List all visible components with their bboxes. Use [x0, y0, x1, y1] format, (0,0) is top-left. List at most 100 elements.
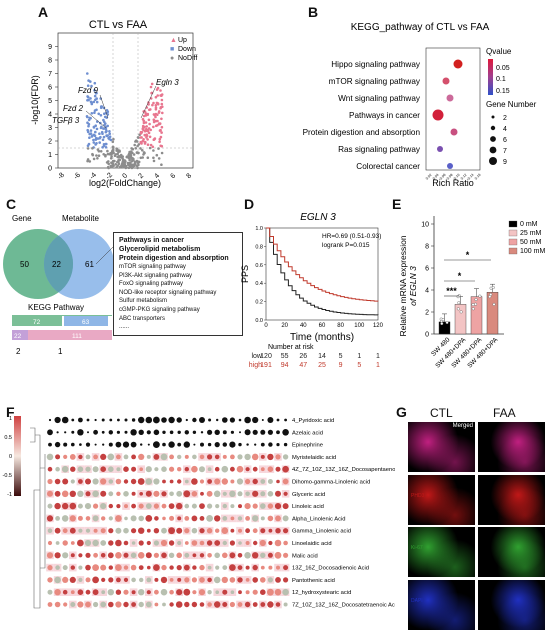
a-point	[109, 164, 113, 168]
f-dot	[146, 454, 151, 459]
f-dot	[160, 453, 168, 461]
gene-number-legend: 2 4 6 7 9	[489, 115, 507, 166]
f-dot	[92, 564, 99, 571]
f-dot	[282, 465, 289, 473]
a-point	[108, 132, 111, 135]
f-dot	[138, 527, 145, 534]
f-dot	[92, 515, 99, 522]
panel-b-dotplot: KEGG_pathway of CTL vs FAA Hippo signali…	[303, 22, 537, 188]
f-dot	[62, 540, 68, 546]
panel-d-km: EGLN 3 0.00.20.40.60.81.0 0 20 40 60 80 100 12…	[240, 212, 384, 369]
f-row-label: 4_Pyridoxic acid	[292, 418, 334, 424]
a-point	[128, 150, 131, 154]
f-dot	[145, 490, 152, 497]
a-point	[105, 116, 108, 119]
f-dot	[116, 577, 121, 583]
risk-value: 5	[339, 353, 343, 360]
panel-e-bars: Relative mRNA expression of EGLN 3 0 2 4 6 8…	[398, 216, 545, 370]
f-dot	[62, 576, 69, 583]
f-dot	[176, 502, 183, 510]
f-dot	[145, 466, 152, 473]
a-point	[124, 165, 128, 168]
f-dot	[206, 515, 214, 522]
f-scale-tick: 1	[9, 416, 12, 422]
panel-g-letter: G	[396, 404, 407, 420]
f-dot	[184, 503, 190, 509]
a-point	[102, 127, 105, 130]
e-ytick: 4	[425, 288, 429, 295]
f-dot	[153, 454, 160, 460]
a-point	[116, 160, 119, 164]
f-dot	[222, 565, 228, 570]
a-point	[159, 89, 162, 92]
f-dot	[101, 516, 106, 521]
a-point	[87, 118, 91, 122]
a-point	[118, 149, 121, 152]
f-dot	[176, 417, 182, 423]
f-dot	[54, 441, 61, 448]
f-dot	[260, 528, 266, 534]
f-dot	[252, 528, 258, 534]
f-dot	[260, 454, 265, 459]
f-dot	[107, 453, 115, 461]
a-point	[155, 153, 159, 157]
gene-number-title: Gene Number	[486, 100, 537, 109]
b-size-tick: 2	[503, 115, 507, 122]
panel-e-significance: *****	[444, 250, 491, 297]
a-point	[160, 102, 164, 106]
a-point	[93, 111, 96, 114]
f-dot	[282, 429, 289, 436]
f-dot	[85, 577, 91, 583]
panel-a-xlabel: log2(FoldChange)	[89, 178, 161, 188]
f-dot	[146, 577, 152, 583]
a-point	[151, 103, 154, 107]
a-point	[91, 147, 94, 150]
svg-text:111: 111	[72, 333, 82, 340]
a-point	[152, 156, 155, 160]
a-point	[114, 163, 117, 166]
f-dot	[145, 552, 152, 559]
a-point	[157, 122, 161, 125]
f-dot	[123, 601, 129, 608]
f-dot	[176, 565, 182, 571]
panel-b-title: KEGG_pathway of CTL vs FAA	[351, 22, 490, 33]
f-dot	[177, 467, 182, 472]
a-point	[153, 137, 157, 140]
f-dot	[102, 443, 105, 446]
b-size-dot	[489, 157, 497, 165]
e-point	[471, 307, 475, 311]
f-dot	[214, 454, 220, 460]
b-xtick: 0.12	[460, 173, 468, 181]
a-xtick: -8	[57, 172, 66, 181]
panel-a-yticks: 0 1 2 3 4 5 6 7 8 9	[48, 44, 58, 173]
f-dot	[274, 551, 282, 559]
f-dot	[123, 565, 129, 570]
a-point	[129, 163, 133, 166]
f-dot	[222, 516, 228, 521]
svg-text:▲: ▲	[170, 37, 177, 44]
f-dot	[275, 577, 281, 583]
f-dot	[261, 419, 264, 421]
f-dot	[237, 577, 243, 583]
a-point	[139, 147, 142, 150]
f-dot	[85, 466, 91, 472]
f-dot	[207, 442, 212, 447]
f-row-label: Pantothenic acid	[292, 578, 335, 584]
a-point	[92, 100, 96, 104]
f-dot	[283, 602, 288, 607]
f-row-label: Alpha_Linolenic Acid	[292, 516, 346, 522]
f-dot	[200, 491, 204, 496]
a-point	[106, 152, 110, 156]
f-dot	[123, 540, 129, 546]
panel-a-points	[85, 72, 164, 170]
f-dot	[161, 564, 167, 571]
a-point	[102, 135, 106, 139]
b-xtick: 0.02	[425, 173, 433, 181]
a-point	[97, 112, 100, 116]
a-point	[106, 134, 109, 137]
f-dot	[222, 540, 227, 546]
f-dot	[275, 466, 281, 472]
f-dot	[100, 540, 107, 546]
f-dot	[207, 565, 212, 570]
